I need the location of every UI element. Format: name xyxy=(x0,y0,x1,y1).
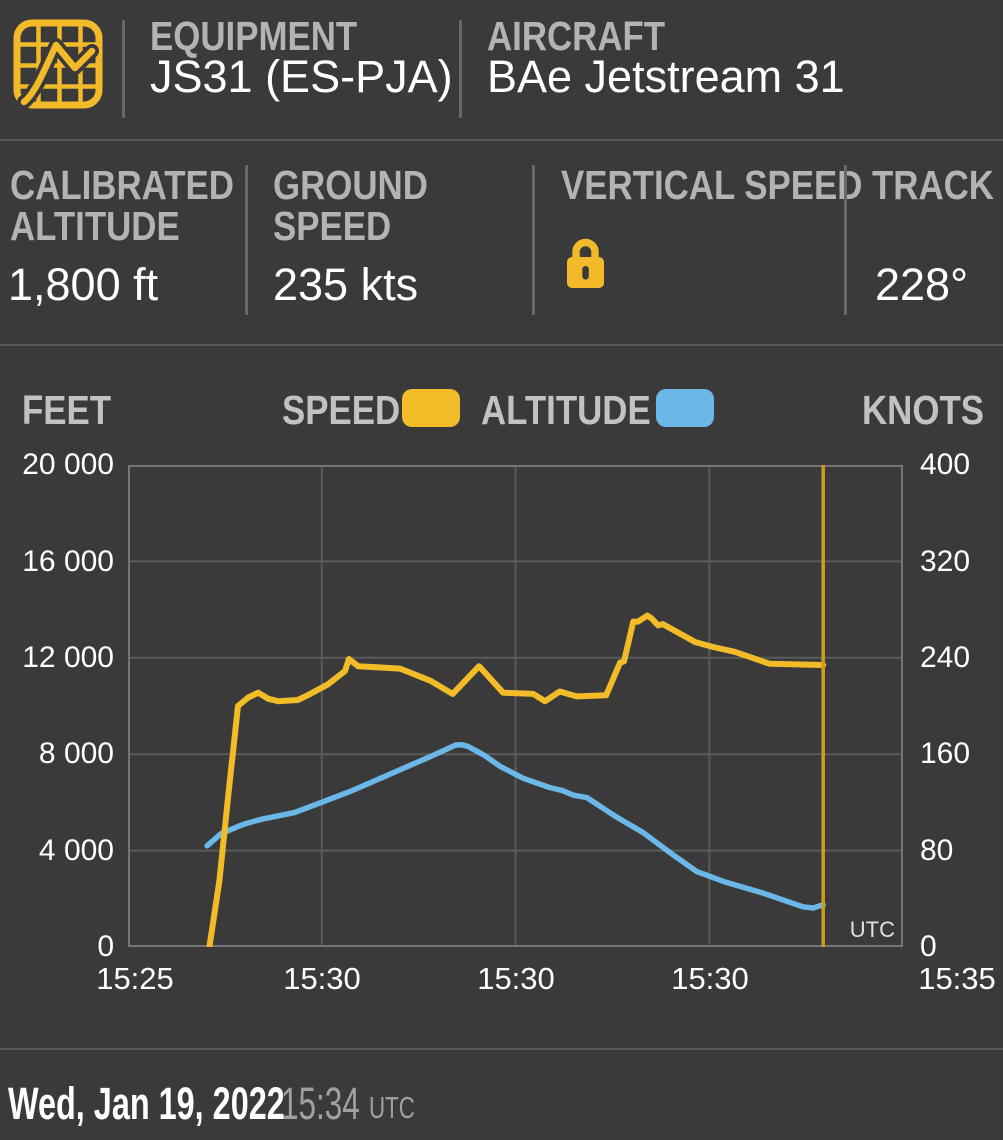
footer-date: Wed, Jan 19, 2022 xyxy=(8,1078,285,1129)
legend-swatch-speed xyxy=(402,389,460,427)
right-tick-160: 160 xyxy=(920,737,971,770)
graph-logo-icon xyxy=(12,18,104,110)
x-tick-1530b: 15:30 xyxy=(477,961,555,996)
track-value: 228° xyxy=(875,259,969,310)
calibrated-altitude-label-2: ALTITUDE xyxy=(10,203,180,249)
left-tick-12000: 12 000 xyxy=(22,641,114,674)
aircraft-value: BAe Jetstream 31 xyxy=(487,51,845,102)
section-divider-bottom xyxy=(0,1048,1003,1050)
calibrated-altitude-label-1: CALIBRATED xyxy=(10,162,234,208)
altitude-line xyxy=(204,742,826,911)
section-divider-top xyxy=(0,139,1003,141)
left-tick-20000: 20 000 xyxy=(22,448,114,481)
left-tick-8000: 8 000 xyxy=(38,737,114,770)
right-tick-0: 0 xyxy=(920,930,937,963)
section-divider-mid xyxy=(0,344,1003,346)
legend-swatch-altitude xyxy=(656,389,714,427)
equipment-value: JS31 (ES-PJA) xyxy=(150,51,453,102)
header-divider-1 xyxy=(122,20,125,118)
utc-axis-label: UTC xyxy=(849,917,895,942)
left-axis-title: FEET xyxy=(22,387,112,433)
right-tick-80: 80 xyxy=(920,834,954,867)
calibrated-altitude-value: 1,800 ft xyxy=(8,259,159,310)
vertical-speed-label: VERTICAL SPEED xyxy=(561,162,863,208)
left-tick-4000: 4 000 xyxy=(38,834,114,867)
stats-divider-3 xyxy=(844,165,847,315)
x-tick-1535: 15:35 xyxy=(918,961,996,996)
footer-time: 15:34 xyxy=(281,1078,360,1129)
left-tick-0: 0 xyxy=(97,930,114,963)
stats-divider-1 xyxy=(245,165,248,315)
footer-timezone: UTC xyxy=(369,1090,415,1125)
right-axis-title: KNOTS xyxy=(862,387,984,433)
legend-label-altitude: ALTITUDE xyxy=(481,387,651,433)
equipment-label: EQUIPMENT xyxy=(150,13,358,59)
stats-divider-2 xyxy=(532,165,535,315)
ground-speed-label-2: SPEED xyxy=(273,203,392,249)
plot-border xyxy=(128,465,903,947)
speed-line xyxy=(206,612,827,947)
ground-speed-label-1: GROUND xyxy=(273,162,428,208)
right-tick-400: 400 xyxy=(920,448,971,481)
legend-label-speed: SPEED xyxy=(282,387,401,433)
x-tick-1530c: 15:30 xyxy=(671,961,749,996)
right-tick-320: 320 xyxy=(920,545,971,578)
lock-icon[interactable] xyxy=(567,237,604,288)
x-tick-1525: 15:25 xyxy=(96,961,174,996)
aircraft-label: AIRCRAFT xyxy=(487,13,666,59)
x-tick-1530a: 15:30 xyxy=(283,961,361,996)
flight-graph-canvas xyxy=(128,465,903,947)
flight-graph-plot[interactable]: UTC xyxy=(128,465,903,947)
ground-speed-value: 235 kts xyxy=(273,259,419,310)
grid-lines xyxy=(128,465,903,947)
left-tick-16000: 16 000 xyxy=(22,545,114,578)
track-label: TRACK xyxy=(872,162,994,208)
header-divider-2 xyxy=(459,20,462,118)
right-tick-240: 240 xyxy=(920,641,971,674)
